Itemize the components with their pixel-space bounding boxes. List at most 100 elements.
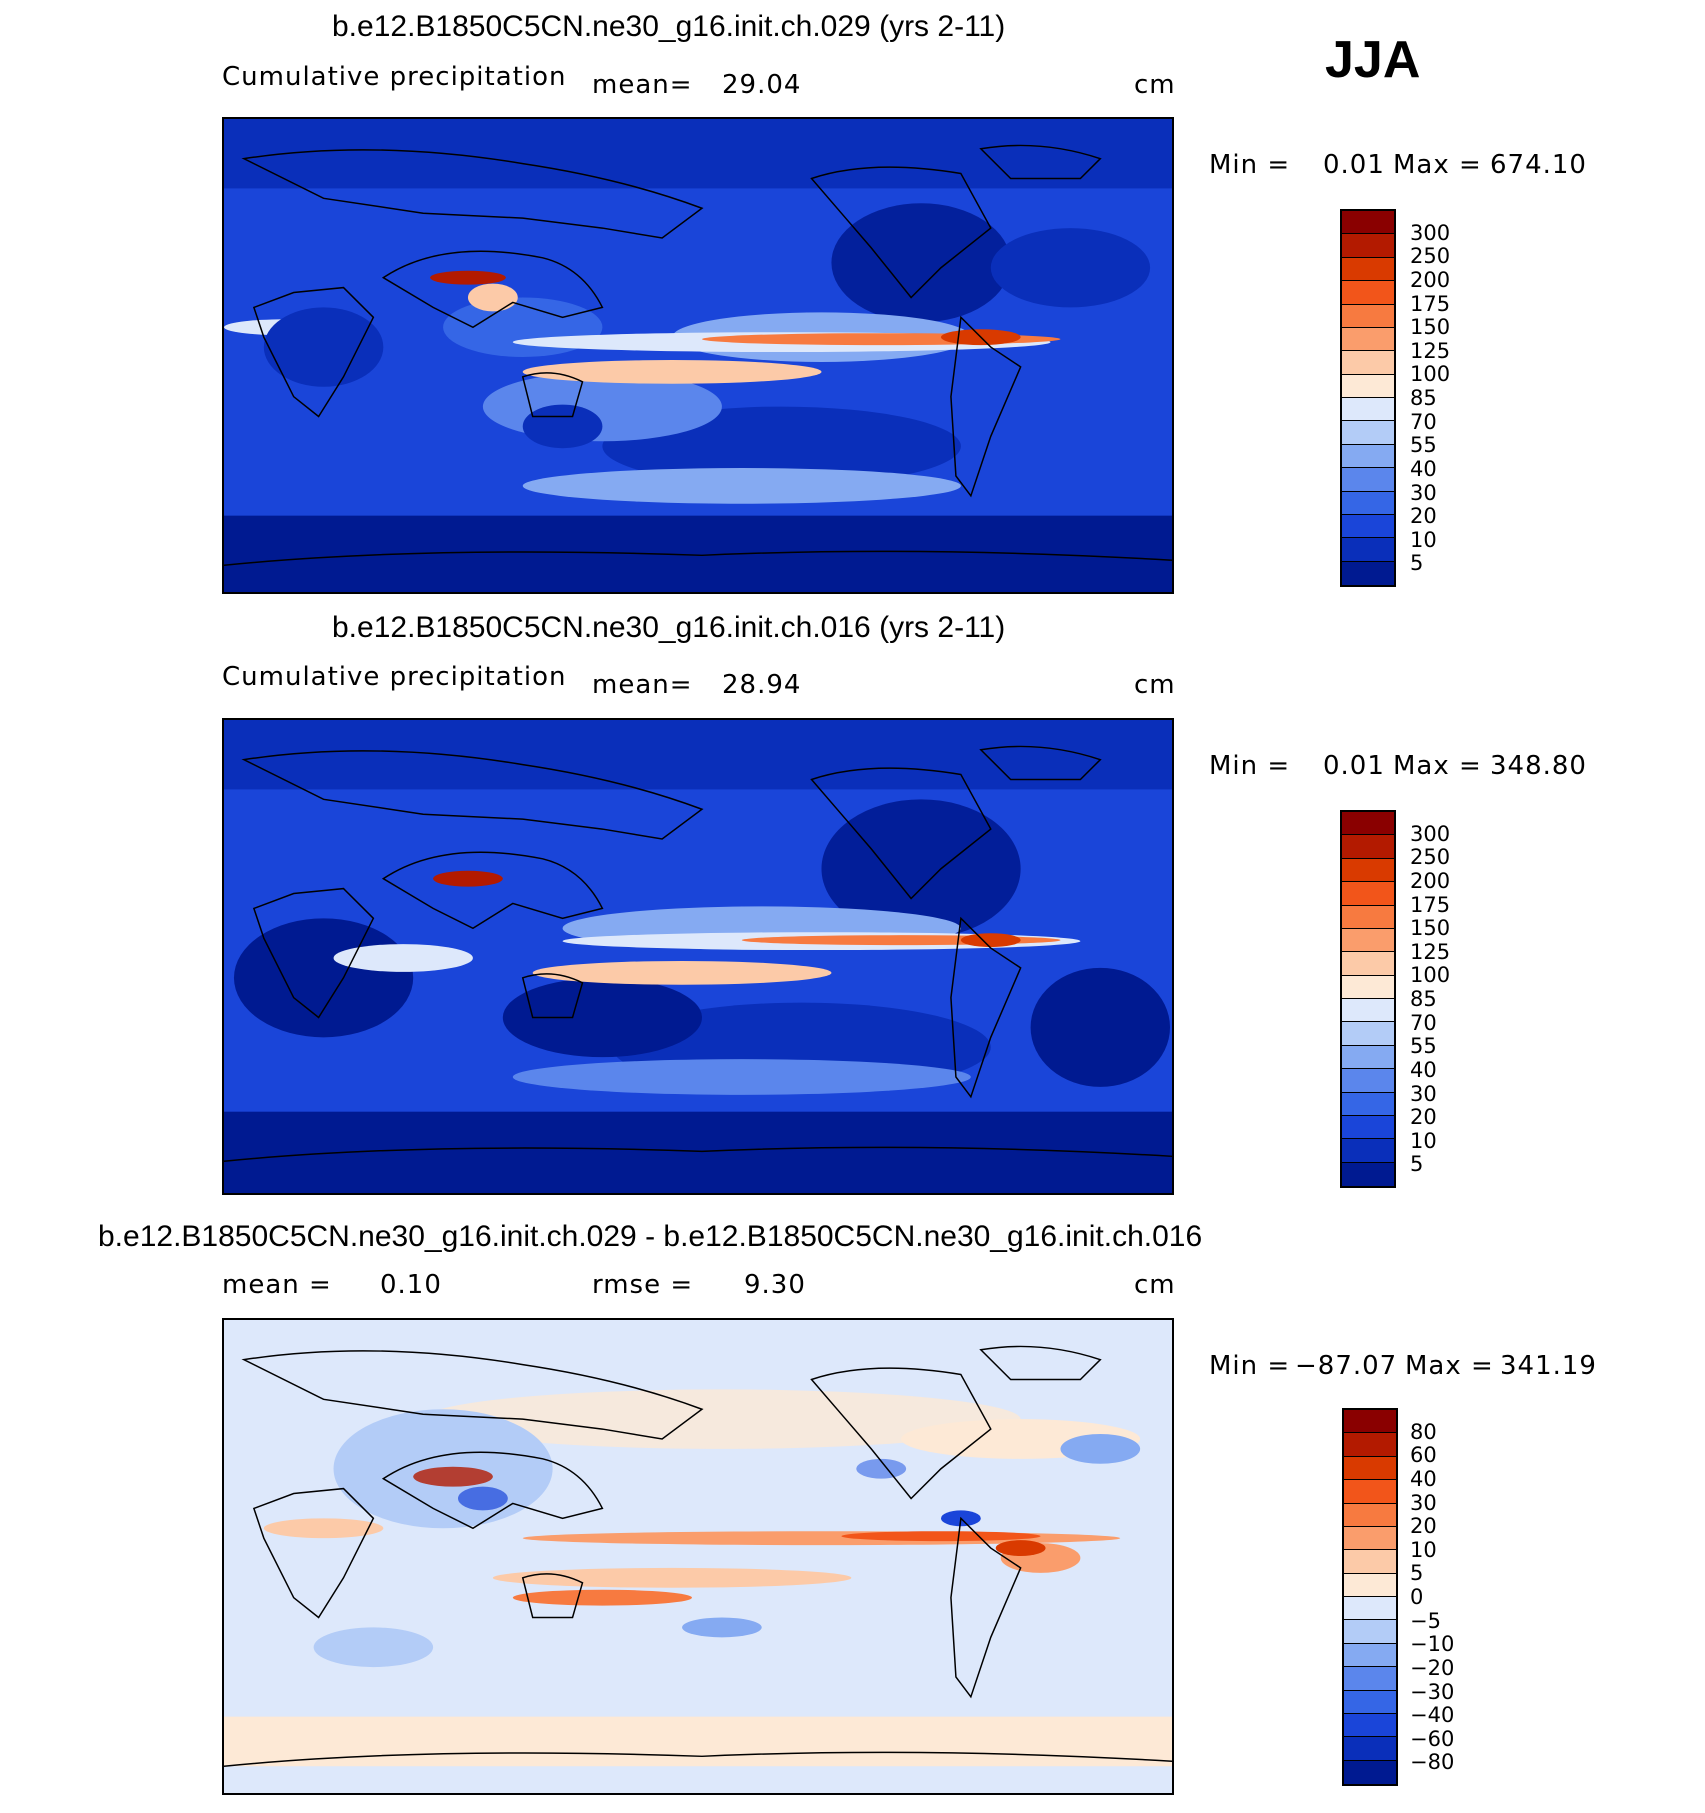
panel3-title: b.e12.B1850C5CN.ne30_g16.init.ch.029 - b… [98, 1220, 1203, 1253]
panel2-mean-label: mean= [592, 670, 693, 700]
colorbar-segment [1342, 561, 1394, 585]
colorbar-tick-label: 175 [1410, 892, 1451, 917]
colorbar-tick-label: 100 [1410, 963, 1451, 988]
panel3-rmse-label: rmse = [592, 1270, 694, 1300]
colorbar-segment [1342, 1092, 1394, 1116]
colorbar-tick-label: −20 [1410, 1655, 1455, 1680]
colorbar-tick-label: 200 [1410, 868, 1451, 893]
colorbar-segment [1344, 1690, 1396, 1714]
colorbar-tick-label: 100 [1410, 362, 1451, 387]
colorbar-tick-label: 125 [1410, 939, 1451, 964]
colorbar-tick-label: 250 [1410, 845, 1451, 870]
colorbar-tick-label: 5 [1410, 551, 1424, 576]
panel2-colorbar [1340, 810, 1396, 1188]
colorbar-tick-label: 5 [1410, 1152, 1424, 1177]
colorbar-segment [1342, 421, 1394, 445]
colorbar-segment [1344, 1526, 1396, 1551]
panel1-colorbar [1340, 209, 1396, 587]
colorbar-segment [1342, 491, 1394, 515]
colorbar-segment [1342, 812, 1394, 836]
panel3-min-value: −87.07 [1295, 1351, 1398, 1381]
colorbar-segment [1342, 211, 1394, 235]
colorbar-tick-label: 30 [1410, 1081, 1437, 1106]
panel3-min-label: Min = [1209, 1351, 1291, 1381]
colorbar-segment [1342, 234, 1394, 258]
colorbar-tick-label: 200 [1410, 267, 1451, 292]
colorbar-segment [1342, 905, 1394, 929]
panel2-title: b.e12.B1850C5CN.ne30_g16.init.ch.016 (yr… [332, 611, 1006, 644]
season-label: JJA [1325, 31, 1421, 89]
colorbar-segment [1342, 514, 1394, 539]
colorbar-segment [1342, 374, 1394, 398]
panel3-unit: cm [1134, 1270, 1176, 1300]
colorbar-segment [1342, 327, 1394, 352]
panel1-mean-label: mean= [592, 70, 693, 100]
colorbar-tick-label: −30 [1410, 1679, 1455, 1704]
colorbar-segment [1342, 444, 1394, 469]
panel1-variable-label: Cumulative precipitation [222, 62, 567, 92]
panel2-colorbar-ticks: 300 250 200 175 150 125 100 85 70 55 40 30 20 10 5 [1410, 810, 1490, 1188]
colorbar-tick-label: 0 [1410, 1585, 1424, 1609]
colorbar-tick-label: 55 [1410, 1034, 1437, 1059]
panel1-max-value: 674.10 [1490, 150, 1587, 180]
colorbar-segment [1342, 882, 1394, 906]
panel1-colorbar-ticks: 300 250 200 175 150 125 100 85 70 55 40 30 20 10 5 [1410, 209, 1490, 587]
colorbar-tick-label: 10 [1410, 1128, 1437, 1153]
colorbar-tick-label: 300 [1410, 821, 1451, 846]
colorbar-tick-label: 30 [1410, 1490, 1437, 1515]
panel3-max-label: Max = [1405, 1351, 1494, 1381]
colorbar-segment [1344, 1597, 1396, 1621]
colorbar-tick-label: 20 [1410, 1514, 1437, 1539]
colorbar-tick-label: 85 [1410, 987, 1437, 1011]
panel1-max-label: Max = [1393, 150, 1482, 180]
colorbar-segment [1344, 1503, 1396, 1527]
colorbar-segment [1342, 975, 1394, 999]
panel3-max-value: 341.19 [1500, 1351, 1597, 1381]
panel3-colorbar [1342, 1408, 1398, 1786]
colorbar-segment [1344, 1480, 1396, 1504]
colorbar-segment [1342, 1115, 1394, 1140]
colorbar-segment [1344, 1550, 1396, 1574]
colorbar-tick-label: 30 [1410, 480, 1437, 505]
colorbar-segment [1342, 1162, 1394, 1186]
colorbar-tick-label: 40 [1410, 1466, 1437, 1491]
colorbar-segment [1344, 1433, 1396, 1457]
colorbar-segment [1342, 999, 1394, 1023]
colorbar-tick-label: 70 [1410, 1010, 1437, 1035]
colorbar-segment [1342, 468, 1394, 492]
panel3-mean-value: 0.10 [380, 1270, 442, 1300]
colorbar-segment [1344, 1667, 1396, 1691]
colorbar-segment [1344, 1410, 1396, 1434]
panel1-min-label: Min = [1209, 150, 1291, 180]
colorbar-segment [1342, 952, 1394, 976]
colorbar-segment [1344, 1737, 1396, 1761]
colorbar-tick-label: −60 [1410, 1726, 1455, 1751]
colorbar-segment [1342, 1139, 1394, 1163]
panel3-difference-map [222, 1318, 1174, 1795]
colorbar-tick-label: 20 [1410, 504, 1437, 529]
colorbar-segment [1342, 351, 1394, 375]
panel3-colorbar-ticks: 80 60 40 30 20 10 5 0 −5 −10 −20 −30 −40 −60 −80 [1410, 1408, 1490, 1786]
colorbar-tick-label: 10 [1410, 1537, 1437, 1562]
panel1-unit: cm [1134, 70, 1176, 100]
colorbar-tick-label: 70 [1410, 409, 1437, 434]
colorbar-tick-label: 150 [1410, 315, 1451, 340]
colorbar-segment [1344, 1573, 1396, 1597]
colorbar-segment [1342, 281, 1394, 305]
panel3-mean-label: mean = [222, 1270, 332, 1300]
colorbar-segment [1342, 835, 1394, 859]
colorbar-tick-label: 10 [1410, 527, 1437, 552]
panel2-unit: cm [1134, 670, 1176, 700]
colorbar-segment [1344, 1643, 1396, 1668]
colorbar-tick-label: 40 [1410, 1057, 1437, 1082]
colorbar-segment [1342, 1069, 1394, 1093]
colorbar-tick-label: −40 [1410, 1703, 1455, 1728]
colorbar-tick-label: −5 [1410, 1608, 1441, 1633]
colorbar-segment [1342, 1022, 1394, 1046]
colorbar-tick-label: 85 [1410, 386, 1437, 410]
colorbar-tick-label: −80 [1410, 1750, 1455, 1775]
colorbar-tick-label: 20 [1410, 1105, 1437, 1130]
colorbar-segment [1344, 1620, 1396, 1644]
panel2-mean-value: 28.94 [722, 670, 802, 700]
colorbar-segment [1342, 398, 1394, 422]
